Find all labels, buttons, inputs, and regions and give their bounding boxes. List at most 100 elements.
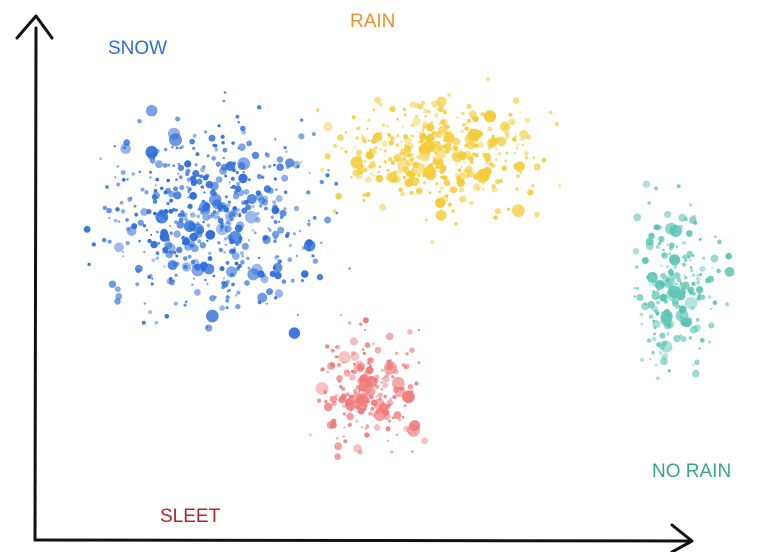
point-rain [521,143,524,147]
point-rain [434,113,439,118]
point-no-rain [665,279,673,288]
point-sleet [403,365,408,369]
point-snow [135,282,140,287]
point-rain [485,162,489,165]
point-rain [447,202,452,207]
point-snow [176,246,183,253]
point-rain [442,123,447,128]
point-snow [245,210,258,224]
point-rain [378,131,383,136]
point-no-rain [673,272,681,280]
point-no-rain [664,211,672,218]
point-no-rain [695,318,700,322]
point-snow [117,220,121,223]
point-rain [399,191,405,197]
point-snow [288,327,301,339]
point-sleet [360,426,363,429]
point-snow [125,218,129,222]
point-rain [466,118,471,123]
point-rain [458,187,464,193]
point-snow [199,242,206,249]
point-snow [230,186,233,189]
point-no-rain [657,241,662,246]
point-snow [179,146,183,150]
point-snow [137,219,144,226]
point-rain [533,163,541,171]
point-snow [133,204,137,208]
point-sleet [411,450,414,453]
point-sleet [356,410,360,414]
point-snow [312,216,317,220]
point-snow [215,176,223,184]
point-snow [182,240,187,246]
point-snow [266,288,274,296]
point-snow [192,277,196,280]
point-snow [256,173,262,180]
point-sleet [353,444,362,453]
point-snow [120,209,126,214]
point-snow [212,232,216,236]
point-no-rain [699,273,703,277]
point-snow [197,207,201,211]
point-rain [454,222,458,226]
point-rain [386,169,390,172]
point-rain [352,169,360,177]
point-snow [200,167,205,173]
point-sleet [407,384,414,390]
point-snow [274,289,284,298]
point-sleet [380,387,384,391]
point-snow [248,178,251,182]
point-snow [183,264,188,270]
point-rain [437,106,444,113]
point-snow [202,220,205,224]
point-sleet [385,426,391,432]
point-snow [260,275,269,284]
point-snow [162,251,165,254]
point-no-rain [640,357,645,362]
point-no-rain [648,314,654,319]
point-snow [229,217,234,222]
point-snow [186,168,191,173]
point-no-rain [689,259,692,262]
point-snow [184,160,192,168]
point-snow [305,239,314,247]
point-no-rain [675,282,678,286]
point-no-rain [647,338,651,343]
point-snow [235,303,241,310]
point-snow [149,170,152,174]
point-snow [234,185,242,193]
point-rain [422,172,427,177]
point-sleet [409,420,421,432]
point-no-rain [633,295,636,298]
point-snow [146,209,152,215]
point-rain [440,186,444,191]
point-snow [257,292,268,303]
point-sleet [315,382,329,395]
point-sleet [378,397,382,401]
point-rain [417,140,420,144]
point-snow [276,163,284,171]
point-no-rain [677,278,682,283]
point-no-rain [671,296,680,305]
point-rain [532,156,536,159]
point-snow [194,263,201,271]
point-snow [269,270,276,277]
point-snow [273,177,277,181]
point-sleet [374,384,380,389]
point-rain [415,177,420,182]
point-no-rain [659,239,663,243]
point-rain [501,165,507,171]
point-snow [171,145,174,149]
point-snow [187,254,192,259]
point-sleet [384,361,397,375]
point-no-rain [691,281,696,286]
point-snow [203,191,206,194]
point-rain [447,93,451,97]
point-snow [219,167,228,175]
point-sleet [364,393,367,397]
point-rain [371,148,376,152]
point-snow [122,177,126,182]
point-rain [363,160,366,163]
point-snow [143,250,146,254]
